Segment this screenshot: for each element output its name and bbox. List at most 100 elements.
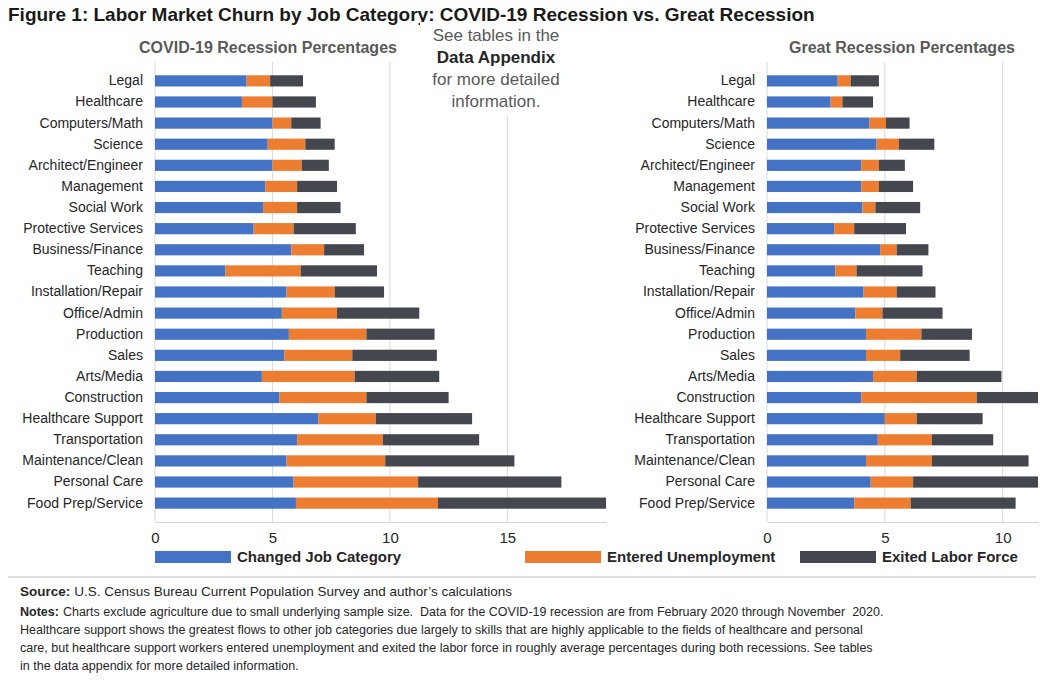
bar-segment — [155, 329, 289, 340]
tick: Management — [61, 178, 143, 194]
bar-segment — [866, 329, 921, 340]
tick-label: 10 — [382, 529, 399, 546]
tick: Healthcare — [75, 93, 143, 109]
tick: Legal — [721, 72, 755, 88]
bar-segment — [854, 498, 911, 509]
category-label: Legal — [721, 72, 755, 88]
bar-segment — [913, 476, 1038, 487]
bar-series — [842, 75, 1038, 508]
category-label: Installation/Repair — [643, 283, 755, 299]
legend-label: Exited Labor Force — [882, 548, 1018, 565]
bar-segment — [272, 96, 315, 107]
category-label: Sales — [720, 347, 755, 363]
bar-segment — [911, 498, 1016, 509]
bar-segment — [878, 434, 932, 445]
bar-segment — [866, 350, 900, 361]
bar-segment — [155, 223, 254, 234]
bar-segment — [861, 181, 879, 192]
tick: Science — [93, 136, 143, 152]
bar-segment — [851, 75, 879, 86]
category-label: Legal — [109, 72, 143, 88]
category-label: Healthcare — [75, 93, 143, 109]
bar-segment — [318, 413, 376, 424]
bar-segment — [385, 455, 514, 466]
tick: 5 — [269, 522, 277, 546]
tick: Food Prep/Service — [639, 495, 755, 511]
bar-segment — [767, 223, 834, 234]
bar-segment — [767, 181, 861, 192]
legend-swatch — [525, 551, 601, 563]
note-line: Healthcare support shows the greatest fl… — [20, 623, 863, 637]
category-label: Business/Finance — [32, 241, 143, 257]
bar-segment — [337, 308, 419, 319]
bar-segment — [355, 371, 440, 382]
grid-line — [507, 62, 508, 522]
bar-segment — [871, 476, 913, 487]
tick: Healthcare Support — [22, 410, 143, 426]
bar-segment — [767, 265, 835, 276]
x-axis: 051015 — [151, 522, 606, 546]
bar-segment — [383, 434, 479, 445]
tick-label: 10 — [995, 529, 1012, 546]
bar-segment — [376, 413, 472, 424]
tick-label: 5 — [881, 529, 889, 546]
tick: Production — [76, 326, 143, 342]
tick: Food Prep/Service — [27, 495, 143, 511]
legend-label: Entered Unemployment — [607, 548, 775, 565]
category-label: Healthcare — [687, 93, 755, 109]
bar-segment — [767, 75, 838, 86]
bar-segment — [284, 350, 352, 361]
legend-swatch — [800, 551, 876, 563]
bar-segment — [767, 244, 880, 255]
bar-segment — [155, 350, 284, 361]
bar-segment — [767, 118, 870, 129]
tick-label: 0 — [151, 529, 159, 546]
bar-segment — [302, 160, 329, 171]
bar-segment — [242, 96, 273, 107]
bar-segment — [861, 392, 976, 403]
category-label: Teaching — [87, 262, 143, 278]
bar-segment — [297, 181, 337, 192]
category-label: Business/Finance — [644, 241, 755, 257]
tick: Science — [705, 136, 755, 152]
tick: Office/Admin — [63, 305, 143, 321]
bar-segment — [877, 139, 899, 150]
figure: Figure 1: Labor Market Churn by Job Cate… — [0, 0, 1044, 698]
tick: Protective Services — [23, 220, 143, 236]
tick: Management — [673, 178, 755, 194]
bar-segment — [282, 308, 337, 319]
tick: 10 — [995, 522, 1012, 546]
bar-segment — [335, 286, 384, 297]
bar-segment — [305, 139, 334, 150]
category-label: Teaching — [699, 262, 755, 278]
bar-segment — [899, 139, 934, 150]
bar-segment — [272, 160, 301, 171]
tick: Arts/Media — [688, 368, 755, 384]
source-text: U.S. Census Bureau Current Population Su… — [74, 584, 512, 599]
category-label: Sales — [108, 347, 143, 363]
source-label: Source: — [20, 584, 70, 599]
bar-segment — [838, 75, 851, 86]
category-label: Science — [93, 136, 143, 152]
bar-segment — [291, 244, 324, 255]
bar-segment — [767, 498, 854, 509]
tick: Maintenance/Clean — [634, 452, 755, 468]
bar-segment — [767, 392, 861, 403]
bar-segment — [885, 413, 917, 424]
tick: Business/Finance — [32, 241, 143, 257]
bar-segment — [767, 476, 871, 487]
bar-segment — [155, 244, 291, 255]
tick-label: 5 — [269, 529, 277, 546]
bar-segment — [897, 286, 936, 297]
title: Figure 1: Labor Market Churn by Job Cate… — [8, 4, 815, 25]
category-label: Arts/Media — [688, 368, 755, 384]
annotation-line: information. — [452, 92, 541, 111]
tick: Installation/Repair — [643, 283, 755, 299]
bar-segment — [366, 329, 434, 340]
bar-segment — [263, 202, 297, 213]
bar-segment — [767, 329, 866, 340]
bar-segment — [977, 392, 1038, 403]
bar-segment — [225, 265, 300, 276]
bar-segment — [272, 118, 291, 129]
bar-series — [270, 75, 606, 508]
